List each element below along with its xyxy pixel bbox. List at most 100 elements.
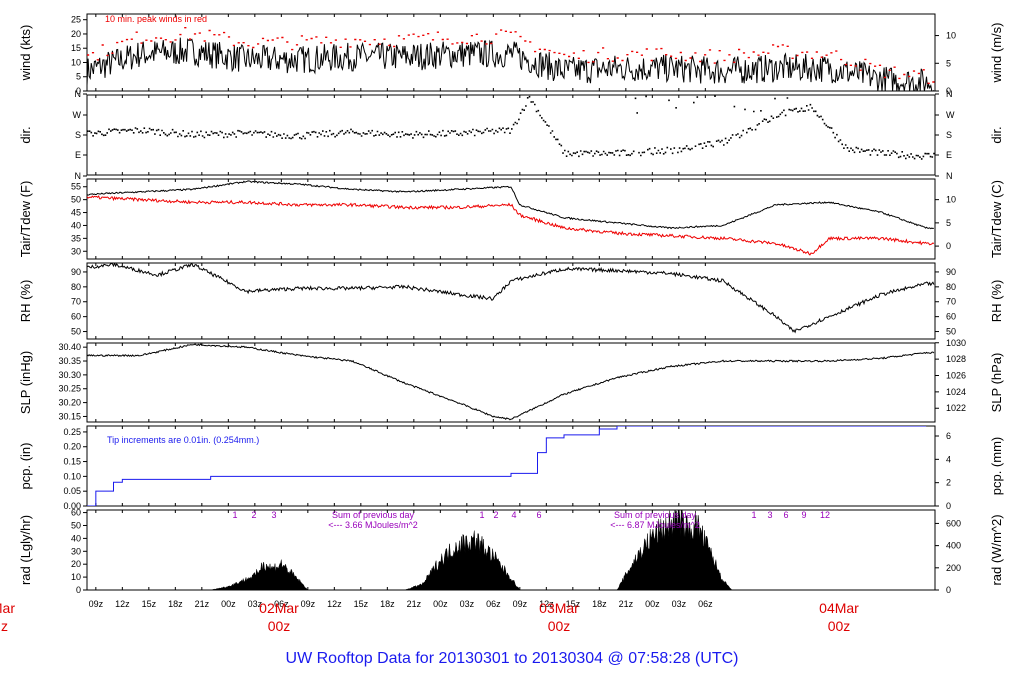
x-tick-label: 15z xyxy=(354,599,369,609)
pcp-series-accumulated-precipitation xyxy=(87,426,927,506)
y-tick-label: 20 xyxy=(71,29,81,39)
y-tick-label: 40 xyxy=(71,220,81,230)
y-tick-label: 30 xyxy=(71,546,81,556)
pcp-ylabel-right: pcp. (mm) xyxy=(989,437,1004,496)
rh-frame xyxy=(86,262,936,340)
y-tick-label-right: 10 xyxy=(946,31,956,41)
day-label-hour: 00z xyxy=(548,618,571,634)
dir-ylabel-right: dir. xyxy=(989,126,1004,143)
y-tick-label: S xyxy=(75,130,81,140)
x-axis-labels: 09z 12z 15z 18z 21z 00z 03z 06z 09z 12z 15z 18z 21z 0… xyxy=(0,599,859,634)
y-tick-label: 30.15 xyxy=(58,411,81,421)
y-tick-label: 80 xyxy=(71,282,81,292)
rad-sum-label: Sum of previous day xyxy=(614,510,697,520)
dir-frame xyxy=(86,94,936,176)
y-tick-label: 30.20 xyxy=(58,398,81,408)
y-tick-label-right: 1030 xyxy=(946,338,966,348)
y-tick-label-right: 1028 xyxy=(946,354,966,364)
y-tick-label: 0.00 xyxy=(63,501,81,511)
y-tick-label: 25 xyxy=(71,15,81,25)
wind-series-wind-speed xyxy=(87,37,935,91)
x-tick-label: 15z xyxy=(142,599,157,609)
y-tick-label: 30.40 xyxy=(58,342,81,352)
x-tick-label: 12z xyxy=(115,599,130,609)
wind-frame xyxy=(86,13,936,92)
temp-frame xyxy=(86,178,936,260)
y-tick-label: 60 xyxy=(71,312,81,322)
y-tick-label-right: 5 xyxy=(946,58,951,68)
y-tick-label: 70 xyxy=(71,297,81,307)
x-tick-label: 21z xyxy=(619,599,634,609)
pcp-ylabel: pcp. (in) xyxy=(18,443,33,490)
dir-ylabel: dir. xyxy=(18,126,33,143)
y-tick-label: N xyxy=(75,89,82,99)
rad-marker-label: 3 xyxy=(271,510,276,520)
panel-slp: 30.15 30.20 30.25 30.30 30.35 30.40 1022 1024 10… xyxy=(18,338,1004,423)
x-tick-label: 06z xyxy=(486,599,501,609)
y-tick-label: 30.25 xyxy=(58,384,81,394)
rad-ylabel: rad (Lgly/hr) xyxy=(18,515,33,585)
y-tick-label-right: W xyxy=(946,110,955,120)
y-tick-label: 35 xyxy=(71,233,81,243)
x-tick-label: 15z xyxy=(566,599,581,609)
y-tick-label-right: 1026 xyxy=(946,371,966,381)
x-tick-label: 00z xyxy=(645,599,660,609)
y-tick-label: 0.15 xyxy=(63,457,81,467)
rad-marker-label: 9 xyxy=(801,510,806,520)
x-tick-label: 21z xyxy=(407,599,422,609)
rad-marker-label: 12 xyxy=(820,510,830,520)
y-tick-label: 50 xyxy=(71,520,81,530)
y-tick-label: E xyxy=(75,150,81,160)
y-tick-label: 0.10 xyxy=(63,471,81,481)
y-tick-label-right: 1024 xyxy=(946,387,966,397)
edge-day-label-date: Mar xyxy=(0,600,15,616)
y-tick-label-right: 10 xyxy=(946,195,956,205)
y-tick-label: N xyxy=(75,171,82,181)
y-tick-label-right: 400 xyxy=(946,541,961,551)
temp-series-Tdew xyxy=(87,195,935,256)
temp-ylabel: Tair/Tdew (F) xyxy=(18,181,33,258)
y-tick-label-right: 50 xyxy=(946,327,956,337)
rad-marker-label: 3 xyxy=(767,510,772,520)
rh-series-RH xyxy=(87,263,935,334)
temp-ylabel-right: Tair/Tdew (C) xyxy=(989,180,1004,258)
y-tick-label-right: 0 xyxy=(946,86,951,96)
pcp-plot xyxy=(87,426,927,506)
chart-title: UW Rooftop Data for 20130301 to 20130304… xyxy=(285,650,739,667)
y-tick-label: 30.30 xyxy=(58,370,81,380)
x-tick-label: 09z xyxy=(89,599,104,609)
wind-ylabel-right: wind (m/s) xyxy=(989,23,1004,84)
wind-plot xyxy=(87,27,935,91)
slp-ylabel-right: SLP (hPa) xyxy=(989,353,1004,413)
rad-marker-label: 1 xyxy=(751,510,756,520)
pcp-annotation: Tip increments are 0.01in. (0.254mm.) xyxy=(107,435,259,445)
rh-ylabel-right: RH (%) xyxy=(989,280,1004,323)
x-tick-label: 03z xyxy=(248,599,263,609)
day-label-hour: 00z xyxy=(268,618,291,634)
wind-series-peak-wind xyxy=(87,27,935,84)
y-tick-label: 15 xyxy=(71,43,81,53)
y-tick-label-right: 2 xyxy=(946,478,951,488)
x-tick-label: 12z xyxy=(539,599,554,609)
x-tick-label: 06z xyxy=(274,599,289,609)
rh-ylabel: RH (%) xyxy=(18,280,33,323)
y-tick-label-right: 6 xyxy=(946,431,951,441)
y-tick-label-right: 90 xyxy=(946,267,956,277)
rad-marker-label: 2 xyxy=(493,510,498,520)
y-tick-label-right: 60 xyxy=(946,312,956,322)
y-tick-label-right: 1022 xyxy=(946,403,966,413)
x-tick-label: 03z xyxy=(460,599,475,609)
temp-plot xyxy=(87,180,935,256)
y-tick-label: 0.25 xyxy=(63,427,81,437)
x-tick-label: 18z xyxy=(380,599,395,609)
y-tick-label-right: 0 xyxy=(946,501,951,511)
rad-plot xyxy=(87,510,935,590)
wind-ylabel: wind (kts) xyxy=(18,25,33,82)
y-tick-label-right: 80 xyxy=(946,282,956,292)
y-tick-label-right: 4 xyxy=(946,454,951,464)
slp-series-SLP xyxy=(87,343,935,421)
y-tick-label-right: E xyxy=(946,150,952,160)
y-tick-label: 55 xyxy=(71,182,81,192)
